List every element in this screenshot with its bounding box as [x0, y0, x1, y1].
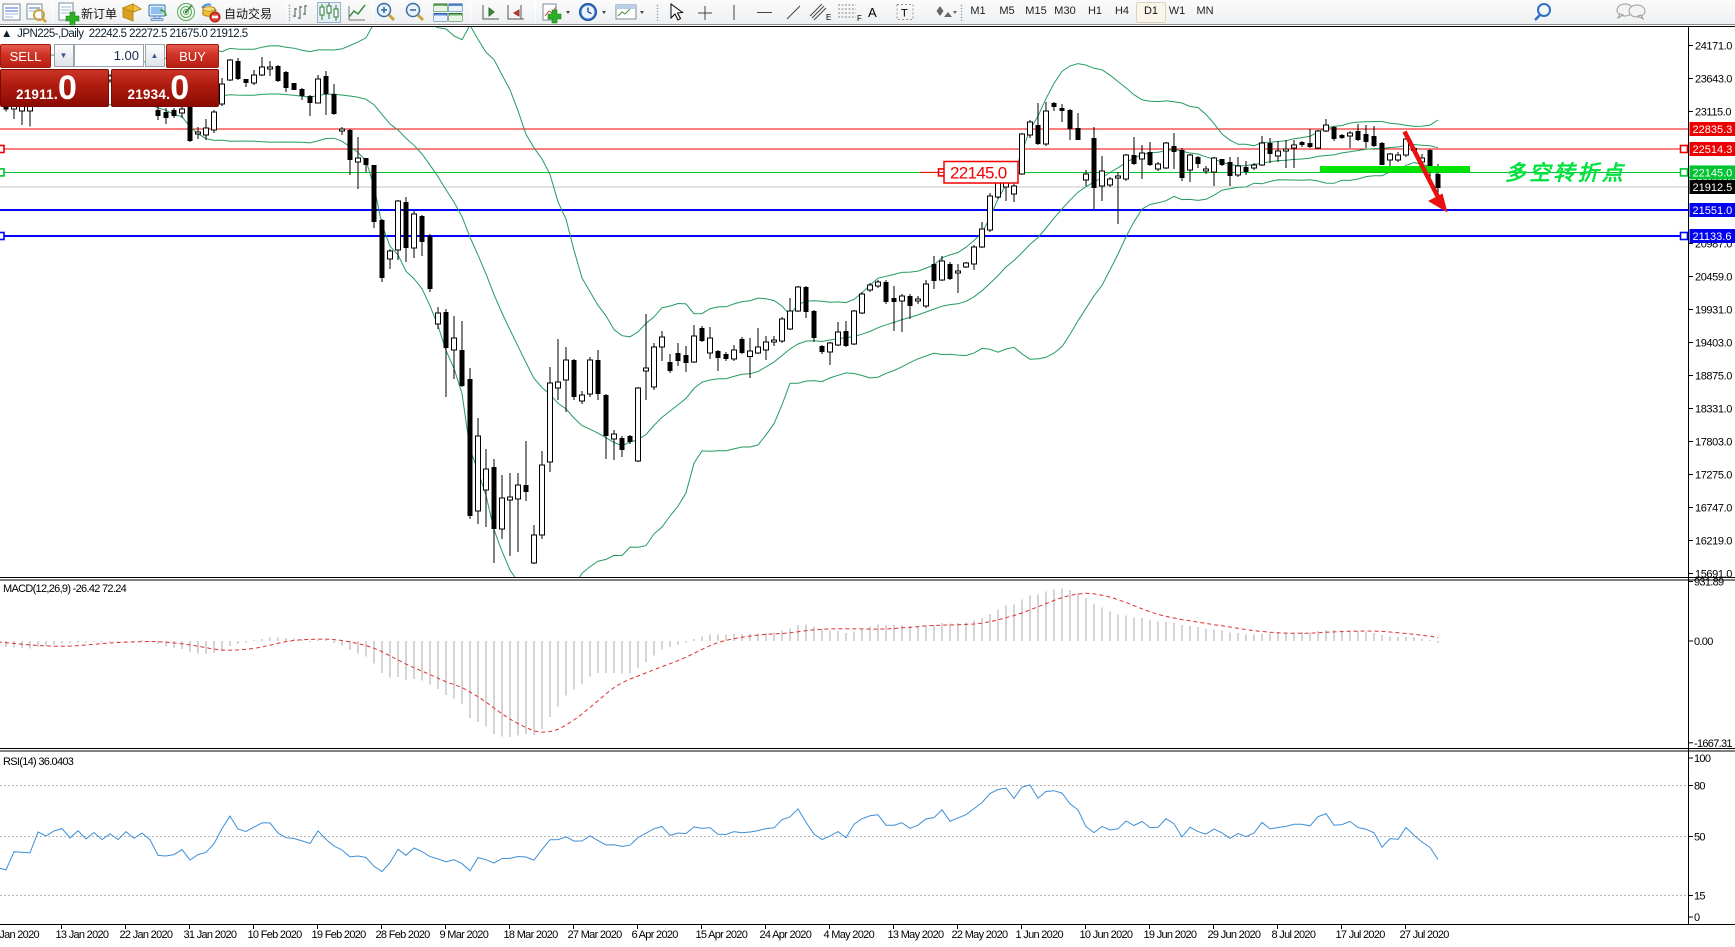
svg-text:1 Jun 2020: 1 Jun 2020: [1016, 929, 1064, 941]
svg-text:13 May 2020: 13 May 2020: [888, 929, 944, 941]
svg-text:10 Jun 2020: 10 Jun 2020: [1080, 929, 1133, 941]
svg-text:18875.0: 18875.0: [1695, 371, 1732, 383]
svg-text:29 Jun 2020: 29 Jun 2020: [1208, 929, 1261, 941]
svg-text:E: E: [826, 13, 831, 22]
svg-text:17275.0: 17275.0: [1695, 470, 1732, 482]
svg-text:RSI(14) 36.0403: RSI(14) 36.0403: [3, 756, 74, 768]
svg-text:-1667.31: -1667.31: [1694, 738, 1732, 750]
svg-text:22 Jan 2020: 22 Jan 2020: [120, 929, 173, 941]
svg-text:22145.0: 22145.0: [1693, 167, 1733, 179]
svg-text:50: 50: [1694, 832, 1705, 844]
svg-text:19931.0: 19931.0: [1695, 305, 1732, 317]
svg-text:15: 15: [1694, 891, 1705, 903]
svg-text:23643.0: 23643.0: [1695, 74, 1732, 86]
svg-text:MACD(12,26,9) -26.42 72.24: MACD(12,26,9) -26.42 72.24: [3, 583, 127, 595]
svg-text:80: 80: [1694, 781, 1705, 793]
svg-text:27 Jul 2020: 27 Jul 2020: [1400, 929, 1450, 941]
svg-text:19 Jun 2020: 19 Jun 2020: [1144, 929, 1197, 941]
svg-text:22514.3: 22514.3: [1693, 144, 1733, 156]
svg-text:F: F: [857, 14, 862, 23]
svg-text:20459.0: 20459.0: [1695, 272, 1732, 284]
svg-text:28 Feb 2020: 28 Feb 2020: [376, 929, 431, 941]
svg-text:16219.0: 16219.0: [1695, 536, 1732, 548]
svg-text:A: A: [868, 5, 877, 20]
svg-text:931.89: 931.89: [1694, 577, 1724, 589]
svg-text:T: T: [901, 8, 908, 20]
svg-text:17803.0: 17803.0: [1695, 437, 1732, 449]
svg-text:19403.0: 19403.0: [1695, 338, 1732, 350]
svg-text:0.00: 0.00: [1694, 636, 1713, 648]
svg-text:8 Jul 2020: 8 Jul 2020: [1272, 929, 1316, 941]
svg-text:17 Jul 2020: 17 Jul 2020: [1336, 929, 1386, 941]
svg-text:16747.0: 16747.0: [1695, 503, 1732, 515]
svg-text:8 Jan 2020: 8 Jan 2020: [0, 929, 40, 941]
svg-text:21551.0: 21551.0: [1693, 205, 1733, 217]
svg-text:9 Mar 2020: 9 Mar 2020: [440, 929, 489, 941]
svg-text:18 Mar 2020: 18 Mar 2020: [504, 929, 559, 941]
svg-text:18331.0: 18331.0: [1695, 404, 1732, 416]
svg-text:27 Mar 2020: 27 Mar 2020: [568, 929, 623, 941]
svg-text:6 Apr 2020: 6 Apr 2020: [632, 929, 679, 941]
svg-text:31 Jan 2020: 31 Jan 2020: [184, 929, 237, 941]
svg-text:13 Jan 2020: 13 Jan 2020: [56, 929, 109, 941]
svg-text:24 Apr 2020: 24 Apr 2020: [760, 929, 812, 941]
svg-text:21912.5: 21912.5: [1693, 182, 1733, 194]
svg-text:22835.3: 22835.3: [1693, 124, 1733, 136]
svg-text:24171.0: 24171.0: [1695, 41, 1732, 53]
svg-text:22145.0: 22145.0: [950, 164, 1007, 183]
svg-text:23115.0: 23115.0: [1695, 107, 1731, 119]
svg-text:19 Feb 2020: 19 Feb 2020: [312, 929, 367, 941]
svg-text:多空转折点: 多空转折点: [1505, 161, 1626, 185]
svg-text:15 Apr 2020: 15 Apr 2020: [696, 929, 748, 941]
svg-text:21133.6: 21133.6: [1693, 231, 1732, 243]
svg-text:4 May 2020: 4 May 2020: [824, 929, 875, 941]
svg-text:0: 0: [1694, 912, 1700, 924]
svg-text:100: 100: [1694, 753, 1711, 765]
svg-text:22 May 2020: 22 May 2020: [952, 929, 1008, 941]
svg-text:10 Feb 2020: 10 Feb 2020: [248, 929, 303, 941]
